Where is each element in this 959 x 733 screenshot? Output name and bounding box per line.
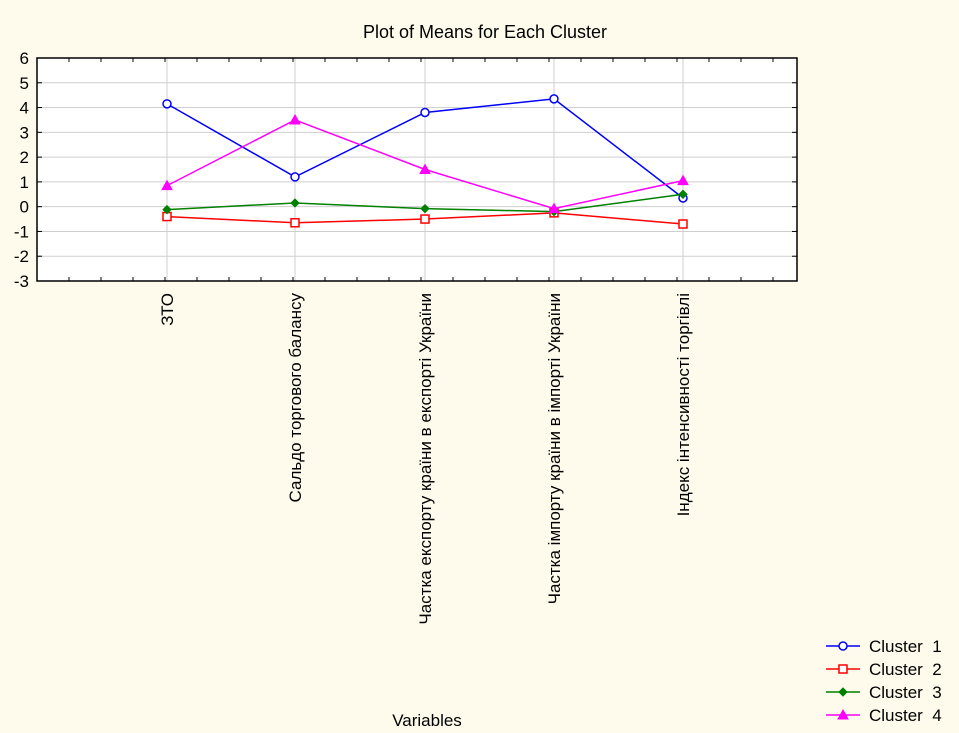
legend-marker (838, 664, 848, 674)
legend-marker (838, 687, 848, 697)
data-point (162, 204, 172, 215)
y-tick-label: 1 (20, 173, 29, 192)
y-tick-label: 2 (20, 148, 29, 167)
chart-title: Plot of Means for Each Cluster (363, 22, 607, 42)
plot-frame (36, 57, 798, 282)
data-point (678, 219, 688, 229)
data-point (290, 198, 300, 208)
y-tick-label: 4 (20, 99, 29, 118)
legend-item: Cluster 2 (826, 660, 942, 679)
series-1 (162, 94, 688, 203)
legend-item: Cluster 4 (826, 706, 942, 725)
legend-marker (837, 708, 849, 720)
x-category-label: Частка імпорту країни в імпорті України (545, 293, 564, 604)
data-point (420, 203, 430, 214)
legend-item: Cluster 1 (826, 637, 942, 656)
x-category-label: Індекс інтенсивності торгівлі (674, 293, 693, 516)
data-point (289, 113, 301, 125)
data-point (290, 172, 300, 182)
y-tick-label: -3 (14, 272, 29, 291)
legend-label: Cluster 3 (869, 683, 942, 702)
axes: -3 -2 -1 0 1 2 3 4 5 6 ЗТО Сальдо торгового балансу… (14, 49, 798, 625)
data-point (419, 163, 431, 174)
data-point (290, 218, 300, 228)
y-tick-label: 6 (20, 49, 29, 68)
x-category-label: Сальдо торгового балансу (286, 293, 305, 503)
plot-area (37, 58, 797, 281)
legend: Cluster 1 Cluster 2 Cluster 3 Cluster 4 (826, 637, 942, 725)
y-tick-label: 5 (20, 74, 29, 93)
data-point (549, 94, 559, 104)
legend-marker (838, 641, 848, 651)
legend-label: Cluster 2 (869, 660, 942, 679)
grid (37, 57, 797, 282)
y-tick-label: -2 (14, 247, 29, 266)
y-tick-label: 0 (20, 198, 29, 217)
legend-label: Cluster 1 (869, 637, 942, 656)
series-group (161, 94, 689, 229)
data-point (420, 214, 430, 224)
data-point (678, 189, 688, 199)
data-point (162, 99, 172, 109)
x-axis-label: Variables (392, 711, 462, 730)
data-point (420, 107, 430, 118)
y-tick-label: 3 (20, 123, 29, 142)
series-4 (161, 113, 689, 214)
y-tick-label: -1 (14, 222, 29, 241)
data-point (677, 174, 689, 186)
data-point (548, 202, 560, 214)
data-point (161, 179, 173, 191)
x-category-label: Частка експорту країни в експорті Україн… (416, 293, 435, 625)
legend-label: Cluster 4 (869, 706, 942, 725)
x-category-label: ЗТО (158, 293, 177, 326)
legend-item: Cluster 3 (826, 683, 942, 702)
